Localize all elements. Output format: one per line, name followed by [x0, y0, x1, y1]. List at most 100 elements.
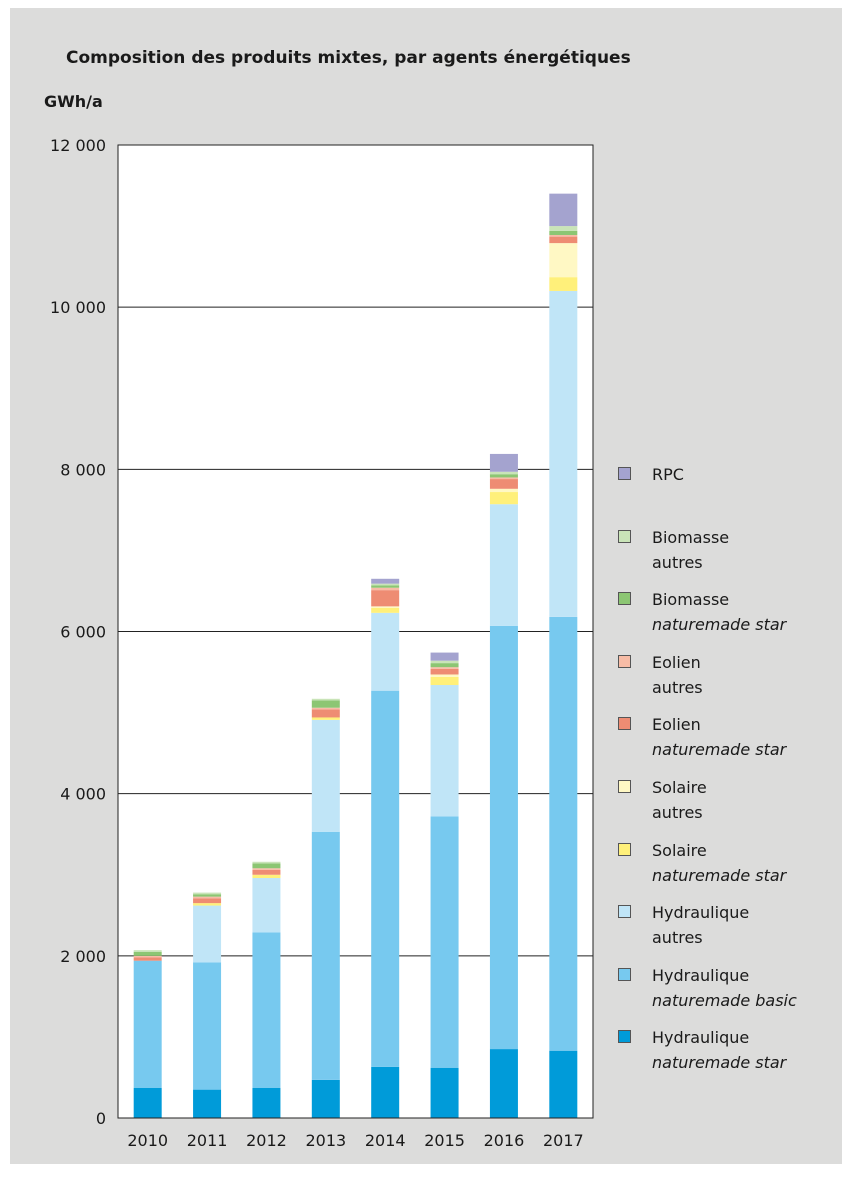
bar-segment [252, 863, 281, 869]
chart-legend: RPC Biomasse autres Biomasse naturemade star… [618, 462, 833, 1088]
legend-label-line2: naturemade star [652, 615, 787, 635]
x-tick-label: 2010 [127, 1131, 168, 1150]
legend-item: Biomasse naturemade star [618, 587, 833, 650]
bar-segment [252, 874, 281, 878]
legend-label-line1: Hydraulique [652, 903, 750, 923]
bar-segment [430, 660, 459, 664]
plot-frame [117, 144, 594, 1119]
bar-segment [549, 1050, 578, 1118]
x-tick-label: 2014 [365, 1131, 406, 1150]
legend-label-line2: naturemade star [652, 865, 787, 885]
bar-segment [252, 932, 281, 1088]
bar-segment [430, 676, 459, 686]
legend-label-line2: autres [652, 677, 703, 697]
y-tick-label: 12 000 [50, 136, 106, 155]
bar-segment [430, 668, 459, 675]
legend-label-line1: Hydraulique [652, 965, 750, 985]
bar-segment [371, 583, 400, 586]
chart-title: Composition des produits mixtes, par age… [66, 48, 631, 68]
bar-segment [430, 1067, 459, 1118]
bar-segment [193, 892, 222, 895]
bar-segment [371, 606, 400, 608]
bar-segment [371, 587, 400, 591]
x-tick-label: 2015 [424, 1131, 465, 1150]
legend-swatch [618, 592, 631, 606]
bar-segment [133, 1087, 162, 1118]
bar-segment [549, 193, 578, 227]
bar-segment [133, 950, 162, 952]
bar-segment [252, 868, 281, 870]
bar-segment [252, 1087, 281, 1118]
bar-segment [252, 877, 281, 933]
bar-segment [489, 504, 518, 626]
bar-segment [133, 955, 162, 958]
bar-segment [430, 667, 459, 669]
bar-segment [371, 590, 400, 607]
legend-item: Hydraulique naturemade star [618, 1025, 833, 1088]
bar-segment [489, 488, 518, 493]
bar-segment [193, 905, 222, 963]
bar-segment [133, 957, 162, 961]
legend-swatch [618, 1030, 631, 1044]
legend-label-line1: Eolien [652, 715, 701, 735]
bar-segment [193, 894, 222, 897]
x-tick-label: 2011 [187, 1131, 228, 1150]
bar-segment [549, 236, 578, 244]
legend-item: Hydraulique autres [618, 900, 833, 963]
x-tick-label: 2012 [246, 1131, 287, 1150]
legend-label-line1: RPC [652, 465, 684, 484]
bar-segment [371, 578, 400, 584]
y-tick-label: 8 000 [60, 460, 106, 479]
bar-segment [133, 960, 162, 1088]
legend-swatch [618, 967, 631, 981]
y-tick-label: 0 [96, 1109, 106, 1128]
bar-segment [193, 898, 222, 904]
legend-label-line1: Biomasse [652, 527, 730, 547]
legend-label-line2: autres [652, 552, 703, 572]
legend-item: Eolien naturemade star [618, 712, 833, 775]
legend-label-line2: naturemade star [652, 1053, 787, 1073]
bar-segment [549, 277, 578, 291]
legend-item: Eolien autres [618, 650, 833, 713]
bar-segment [430, 685, 459, 817]
bar-segment [252, 869, 281, 875]
bar-segment [311, 707, 340, 710]
legend-label-line1: Eolien [652, 652, 701, 672]
legend-label-line1: Solaire [652, 840, 707, 860]
bar-segment [193, 896, 222, 899]
bar-segment [549, 290, 578, 617]
legend-label: Solaire naturemade star [652, 838, 786, 888]
bar-segment [489, 492, 518, 505]
legend-item: Hydraulique naturemade basic [618, 963, 833, 1026]
legend-swatch [618, 842, 631, 856]
bar-segment [549, 226, 578, 231]
legend-label-line2: autres [652, 928, 703, 948]
bar-segment [430, 674, 459, 677]
legend-label-line2: autres [652, 802, 703, 822]
legend-swatch [618, 467, 631, 480]
x-tick-label: 2016 [484, 1131, 525, 1150]
legend-swatch [618, 529, 631, 543]
bar-segment [549, 235, 578, 237]
bar-segment [193, 903, 222, 906]
legend-label: Biomasse naturemade star [652, 587, 786, 637]
x-tick-label: 2013 [305, 1131, 346, 1150]
legend-label: Hydraulique naturemade star [652, 1025, 786, 1075]
y-tick-label: 10 000 [50, 298, 106, 317]
legend-label: Hydraulique naturemade basic [652, 963, 797, 1013]
bar-segment [489, 479, 518, 489]
legend-swatch [618, 717, 631, 731]
legend-item: Solaire naturemade star [618, 838, 833, 901]
legend-label: Hydraulique autres [652, 900, 749, 950]
bar-segment [489, 474, 518, 478]
bar-segment [311, 700, 340, 708]
legend-swatch [618, 905, 631, 919]
legend-item: Solaire autres [618, 775, 833, 838]
legend-label-line1: Biomasse [652, 590, 730, 610]
bar-segment [489, 453, 518, 472]
bar-segment [193, 962, 222, 1090]
legend-label: Solaire autres [652, 775, 707, 825]
bar-segment [430, 663, 459, 668]
y-tick-label: 2 000 [60, 947, 106, 966]
y-tick-label: 4 000 [60, 785, 106, 804]
